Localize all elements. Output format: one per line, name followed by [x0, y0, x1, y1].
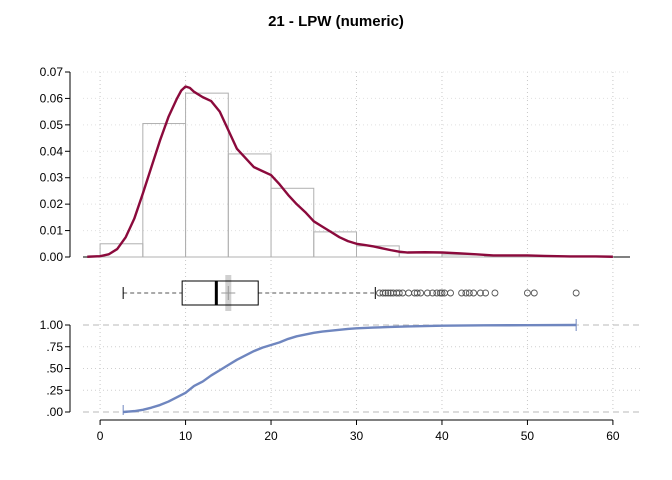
hist-y-tick-label-6: 0.06 — [40, 91, 64, 105]
boxplot-outlier-13 — [423, 289, 431, 297]
boxplot-outlier-3 — [384, 289, 392, 297]
boxplot-panel — [122, 275, 580, 311]
boxplot-outlier-20 — [458, 289, 466, 297]
boxplot-outlier-22 — [465, 289, 473, 297]
ecdf-y-tick-label-4: 1.00 — [40, 318, 64, 332]
boxplot-outlier-1 — [379, 289, 387, 297]
boxplot-outlier-24 — [476, 289, 484, 297]
hist-y-tick-label-4: 0.04 — [40, 144, 64, 158]
x-tick-label-3: 30 — [350, 429, 364, 443]
x-tick-label-4: 40 — [435, 429, 449, 443]
histogram-panel: 0.00 0.01 0.02 0.03 0.04 0.05 0.06 0.07 — [40, 65, 630, 412]
boxplot-outlier-9 — [405, 289, 413, 297]
ecdf-y-tick-label-2: .50 — [46, 362, 63, 376]
boxplot-outlier-17 — [438, 289, 446, 297]
hist-y-tick-label-0: 0.00 — [40, 250, 64, 264]
ecdf-y-tick-label-0: .00 — [46, 405, 63, 419]
boxplot-outlier-14 — [429, 289, 437, 297]
boxplot-outlier-2 — [382, 289, 390, 297]
ecdf-line — [123, 323, 577, 414]
x-tick-label-2: 20 — [264, 429, 278, 443]
chart-title: 21 - LPW (numeric) — [268, 13, 404, 30]
boxplot-outlier-12 — [417, 289, 425, 297]
hist-y-tick-label-5: 0.05 — [40, 118, 64, 132]
boxplot-outlier-27 — [523, 289, 531, 297]
boxplot-outlier-15 — [433, 289, 441, 297]
boxplot-outlier-25 — [482, 289, 490, 297]
x-axis: 0 10 20 30 40 50 60 — [97, 419, 620, 443]
density-curve-line — [87, 85, 613, 258]
boxplot-outlier-21 — [462, 289, 470, 297]
ecdf-y-tick-label-1: .25 — [46, 383, 63, 397]
histogram-bar-3 — [227, 153, 272, 258]
boxplot-outlier-28 — [530, 289, 538, 297]
hist-y-tick-label-7: 0.07 — [40, 65, 64, 79]
histogram-bar-1 — [142, 123, 187, 258]
boxplot-outlier-23 — [470, 289, 478, 297]
boxplot-outlier-19 — [447, 289, 454, 297]
x-tick-label-1: 10 — [179, 429, 193, 443]
boxplot-outlier-16 — [436, 289, 444, 297]
x-tick-label-5: 50 — [521, 429, 535, 443]
x-tick-label-0: 0 — [97, 429, 104, 443]
boxplot-outlier-7 — [395, 289, 403, 297]
boxplot-outlier-11 — [413, 289, 421, 297]
hist-y-tick-label-2: 0.02 — [40, 197, 64, 211]
histogram-bar-7 — [398, 252, 443, 258]
boxplot-outlier-29 — [572, 289, 580, 297]
ecdf-panel: .00 .25 .50 .75 1.00 — [40, 318, 640, 419]
x-tick-label-6: 60 — [606, 429, 620, 443]
hist-y-tick-label-3: 0.03 — [40, 171, 64, 185]
hist-y-tick-label-1: 0.01 — [40, 224, 64, 238]
boxplot-outlier-26 — [491, 289, 499, 297]
boxplot-box — [181, 280, 259, 306]
ecdf-y-tick-label-3: .75 — [46, 340, 63, 354]
